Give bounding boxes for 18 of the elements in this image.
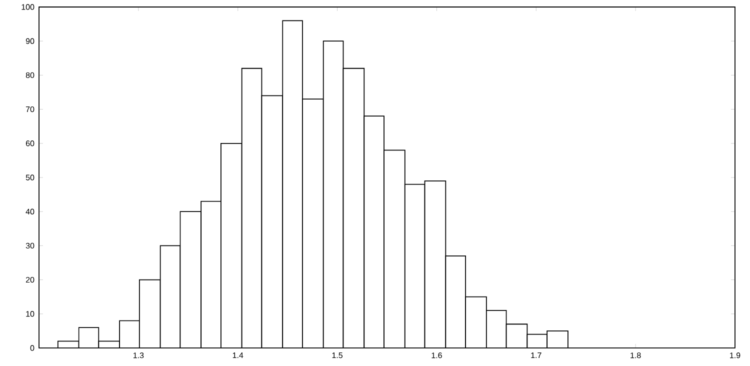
y-tick-label: 10 — [26, 311, 34, 317]
y-tick-label: 70 — [26, 106, 34, 112]
x-tick-label: 1.3 — [133, 352, 144, 358]
x-tick-label: 1.4 — [232, 352, 244, 358]
x-tick-label: 1.9 — [730, 352, 740, 358]
y-tick-label: 50 — [26, 174, 34, 180]
y-tick-label: 90 — [26, 38, 34, 44]
y-tick-label: 40 — [26, 208, 34, 214]
y-tick-label: 100 — [22, 4, 34, 10]
y-tick-label: 60 — [26, 140, 34, 146]
y-tick-label: 80 — [26, 72, 34, 78]
x-tick-label: 1.8 — [630, 352, 641, 358]
x-tick-label: 1.6 — [432, 352, 442, 358]
y-tick-label: 30 — [26, 242, 34, 249]
y-tick-label: 0 — [30, 345, 34, 351]
x-tick-label: 1.5 — [332, 352, 343, 358]
x-tick-label: 1.7 — [531, 352, 542, 358]
y-tick-label: 20 — [26, 276, 34, 283]
